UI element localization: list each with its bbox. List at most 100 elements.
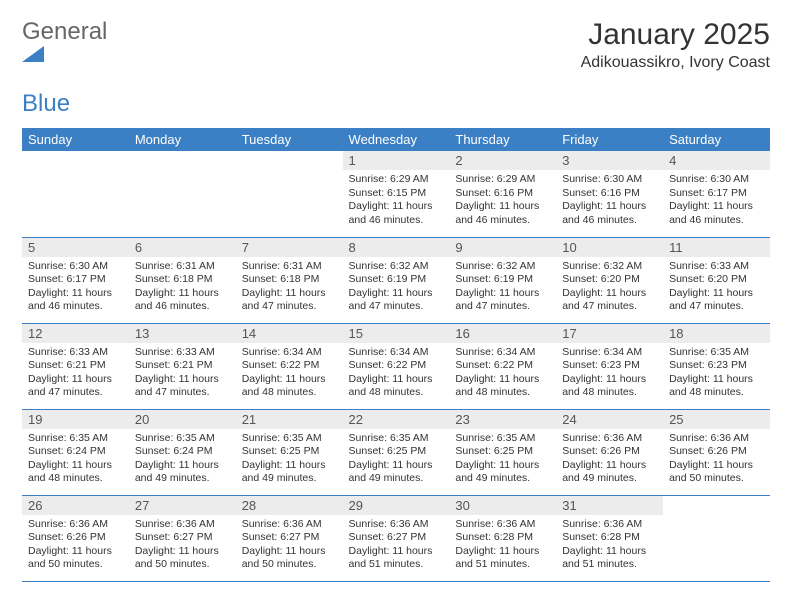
day-header: Saturday: [663, 128, 770, 151]
calendar-body: 1Sunrise: 6:29 AMSunset: 6:15 PMDaylight…: [22, 151, 770, 581]
day-number: 12: [22, 324, 129, 343]
location: Adikouassikro, Ivory Coast: [581, 54, 770, 72]
day-body: Sunrise: 6:31 AMSunset: 6:18 PMDaylight:…: [129, 257, 236, 319]
day-header-row: SundayMondayTuesdayWednesdayThursdayFrid…: [22, 128, 770, 151]
day-number: 2: [449, 151, 556, 170]
day-body: Sunrise: 6:31 AMSunset: 6:18 PMDaylight:…: [236, 257, 343, 319]
calendar-cell: 16Sunrise: 6:34 AMSunset: 6:22 PMDayligh…: [449, 323, 556, 409]
calendar-cell: 22Sunrise: 6:35 AMSunset: 6:25 PMDayligh…: [343, 409, 450, 495]
calendar-cell: 12Sunrise: 6:33 AMSunset: 6:21 PMDayligh…: [22, 323, 129, 409]
day-number: 29: [343, 496, 450, 515]
title-block: January 2025 Adikouassikro, Ivory Coast: [581, 18, 770, 72]
day-body: Sunrise: 6:29 AMSunset: 6:15 PMDaylight:…: [343, 170, 450, 232]
day-header: Thursday: [449, 128, 556, 151]
day-number: 8: [343, 238, 450, 257]
day-body: Sunrise: 6:34 AMSunset: 6:23 PMDaylight:…: [556, 343, 663, 405]
calendar-cell: 14Sunrise: 6:34 AMSunset: 6:22 PMDayligh…: [236, 323, 343, 409]
calendar-cell: 13Sunrise: 6:33 AMSunset: 6:21 PMDayligh…: [129, 323, 236, 409]
calendar-cell: [22, 151, 129, 237]
day-body: Sunrise: 6:35 AMSunset: 6:25 PMDaylight:…: [343, 429, 450, 491]
calendar-cell: 7Sunrise: 6:31 AMSunset: 6:18 PMDaylight…: [236, 237, 343, 323]
day-body: Sunrise: 6:32 AMSunset: 6:19 PMDaylight:…: [343, 257, 450, 319]
calendar-cell: 21Sunrise: 6:35 AMSunset: 6:25 PMDayligh…: [236, 409, 343, 495]
page-header: General Blue January 2025 Adikouassikro,…: [22, 18, 770, 118]
calendar-cell: 25Sunrise: 6:36 AMSunset: 6:26 PMDayligh…: [663, 409, 770, 495]
calendar-cell: [663, 495, 770, 581]
day-number: 17: [556, 324, 663, 343]
day-body: Sunrise: 6:32 AMSunset: 6:19 PMDaylight:…: [449, 257, 556, 319]
day-number: 15: [343, 324, 450, 343]
day-body: Sunrise: 6:36 AMSunset: 6:26 PMDaylight:…: [22, 515, 129, 577]
calendar-week-row: 19Sunrise: 6:35 AMSunset: 6:24 PMDayligh…: [22, 409, 770, 495]
day-number: 6: [129, 238, 236, 257]
day-body: Sunrise: 6:36 AMSunset: 6:27 PMDaylight:…: [129, 515, 236, 577]
day-number: 14: [236, 324, 343, 343]
calendar-cell: 3Sunrise: 6:30 AMSunset: 6:16 PMDaylight…: [556, 151, 663, 237]
day-body: Sunrise: 6:36 AMSunset: 6:26 PMDaylight:…: [556, 429, 663, 491]
day-number: 19: [22, 410, 129, 429]
day-header: Sunday: [22, 128, 129, 151]
calendar-cell: 26Sunrise: 6:36 AMSunset: 6:26 PMDayligh…: [22, 495, 129, 581]
day-body: Sunrise: 6:36 AMSunset: 6:27 PMDaylight:…: [236, 515, 343, 577]
calendar-cell: 20Sunrise: 6:35 AMSunset: 6:24 PMDayligh…: [129, 409, 236, 495]
calendar-cell: 30Sunrise: 6:36 AMSunset: 6:28 PMDayligh…: [449, 495, 556, 581]
day-body: Sunrise: 6:30 AMSunset: 6:16 PMDaylight:…: [556, 170, 663, 232]
day-body: Sunrise: 6:35 AMSunset: 6:25 PMDaylight:…: [236, 429, 343, 491]
calendar-cell: 27Sunrise: 6:36 AMSunset: 6:27 PMDayligh…: [129, 495, 236, 581]
day-body: Sunrise: 6:33 AMSunset: 6:21 PMDaylight:…: [22, 343, 129, 405]
calendar-cell: 28Sunrise: 6:36 AMSunset: 6:27 PMDayligh…: [236, 495, 343, 581]
calendar-week-row: 1Sunrise: 6:29 AMSunset: 6:15 PMDaylight…: [22, 151, 770, 237]
day-body: Sunrise: 6:36 AMSunset: 6:27 PMDaylight:…: [343, 515, 450, 577]
day-body: Sunrise: 6:34 AMSunset: 6:22 PMDaylight:…: [236, 343, 343, 405]
logo-word1: General: [22, 18, 107, 45]
calendar-cell: 31Sunrise: 6:36 AMSunset: 6:28 PMDayligh…: [556, 495, 663, 581]
day-number: 1: [343, 151, 450, 170]
day-number: 3: [556, 151, 663, 170]
day-number: 9: [449, 238, 556, 257]
day-number: 18: [663, 324, 770, 343]
day-number: 25: [663, 410, 770, 429]
calendar-cell: 9Sunrise: 6:32 AMSunset: 6:19 PMDaylight…: [449, 237, 556, 323]
calendar-cell: 24Sunrise: 6:36 AMSunset: 6:26 PMDayligh…: [556, 409, 663, 495]
day-number: 22: [343, 410, 450, 429]
day-header: Wednesday: [343, 128, 450, 151]
calendar-cell: 5Sunrise: 6:30 AMSunset: 6:17 PMDaylight…: [22, 237, 129, 323]
calendar-cell: 23Sunrise: 6:35 AMSunset: 6:25 PMDayligh…: [449, 409, 556, 495]
logo: General Blue: [22, 18, 107, 118]
calendar-cell: 2Sunrise: 6:29 AMSunset: 6:16 PMDaylight…: [449, 151, 556, 237]
calendar-cell: 1Sunrise: 6:29 AMSunset: 6:15 PMDaylight…: [343, 151, 450, 237]
day-number: 21: [236, 410, 343, 429]
day-body: Sunrise: 6:34 AMSunset: 6:22 PMDaylight:…: [343, 343, 450, 405]
calendar-week-row: 26Sunrise: 6:36 AMSunset: 6:26 PMDayligh…: [22, 495, 770, 581]
day-number: 11: [663, 238, 770, 257]
logo-word2: Blue: [22, 90, 70, 117]
day-body: Sunrise: 6:30 AMSunset: 6:17 PMDaylight:…: [663, 170, 770, 232]
day-number: 16: [449, 324, 556, 343]
calendar-cell: 15Sunrise: 6:34 AMSunset: 6:22 PMDayligh…: [343, 323, 450, 409]
day-body: Sunrise: 6:32 AMSunset: 6:20 PMDaylight:…: [556, 257, 663, 319]
day-number: 4: [663, 151, 770, 170]
calendar-cell: 4Sunrise: 6:30 AMSunset: 6:17 PMDaylight…: [663, 151, 770, 237]
day-header: Friday: [556, 128, 663, 151]
calendar-cell: 19Sunrise: 6:35 AMSunset: 6:24 PMDayligh…: [22, 409, 129, 495]
day-body: Sunrise: 6:34 AMSunset: 6:22 PMDaylight:…: [449, 343, 556, 405]
day-number: 5: [22, 238, 129, 257]
day-body: Sunrise: 6:30 AMSunset: 6:17 PMDaylight:…: [22, 257, 129, 319]
day-number: 23: [449, 410, 556, 429]
day-body: Sunrise: 6:29 AMSunset: 6:16 PMDaylight:…: [449, 170, 556, 232]
day-body: Sunrise: 6:35 AMSunset: 6:23 PMDaylight:…: [663, 343, 770, 405]
day-number: 13: [129, 324, 236, 343]
calendar-cell: 11Sunrise: 6:33 AMSunset: 6:20 PMDayligh…: [663, 237, 770, 323]
day-body: Sunrise: 6:36 AMSunset: 6:28 PMDaylight:…: [556, 515, 663, 577]
day-number: 24: [556, 410, 663, 429]
day-body: Sunrise: 6:35 AMSunset: 6:24 PMDaylight:…: [129, 429, 236, 491]
logo-text: General Blue: [22, 18, 107, 118]
calendar-cell: 29Sunrise: 6:36 AMSunset: 6:27 PMDayligh…: [343, 495, 450, 581]
day-number: 31: [556, 496, 663, 515]
day-number: 20: [129, 410, 236, 429]
month-title: January 2025: [581, 18, 770, 52]
day-header: Tuesday: [236, 128, 343, 151]
calendar-cell: [236, 151, 343, 237]
day-header: Monday: [129, 128, 236, 151]
calendar-table: SundayMondayTuesdayWednesdayThursdayFrid…: [22, 128, 770, 582]
